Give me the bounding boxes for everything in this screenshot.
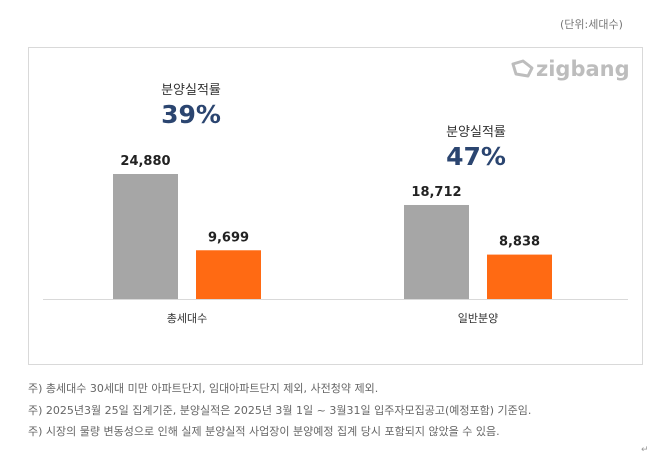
data-label: 9,699 <box>208 230 249 245</box>
footnote: 주) 2025년3월 25일 집계기준, 분양실적은 2025년 3월 1일 ~… <box>28 403 532 417</box>
footnotes: 주) 총세대수 30세대 미만 아파트단지, 임대아파트단지 제외, 사전청약 … <box>28 378 531 443</box>
rate-label: 분양실적률 <box>446 125 506 140</box>
bar-total <box>404 204 469 299</box>
bar-sold <box>487 254 552 299</box>
rate-label: 분양실적률 <box>161 83 221 98</box>
data-label: 8,838 <box>499 235 540 250</box>
data-label: 24,880 <box>120 154 170 169</box>
rate-value: 39% <box>161 100 221 129</box>
return-mark: ↵ <box>641 445 649 455</box>
logo-icon <box>511 59 534 78</box>
footnote: 주) 시장의 물량 변동성으로 인해 실제 분양실적 사업장이 분양예정 집계 … <box>28 425 500 438</box>
bar-sold <box>196 250 261 299</box>
unit-label: (단위:세대수) <box>560 18 623 31</box>
footnote: 주) 총세대수 30세대 미만 아파트단지, 임대아파트단지 제외, 사전청약 … <box>28 382 379 395</box>
logo-text: zigbang <box>536 57 630 81</box>
rate-value: 47% <box>446 142 506 171</box>
data-label: 18,712 <box>411 185 461 200</box>
category-label: 일반분양 <box>458 311 498 325</box>
bar-total <box>113 174 178 299</box>
zigbang-logo: zigbang <box>511 57 630 81</box>
category-label: 총세대수 <box>167 312 207 325</box>
